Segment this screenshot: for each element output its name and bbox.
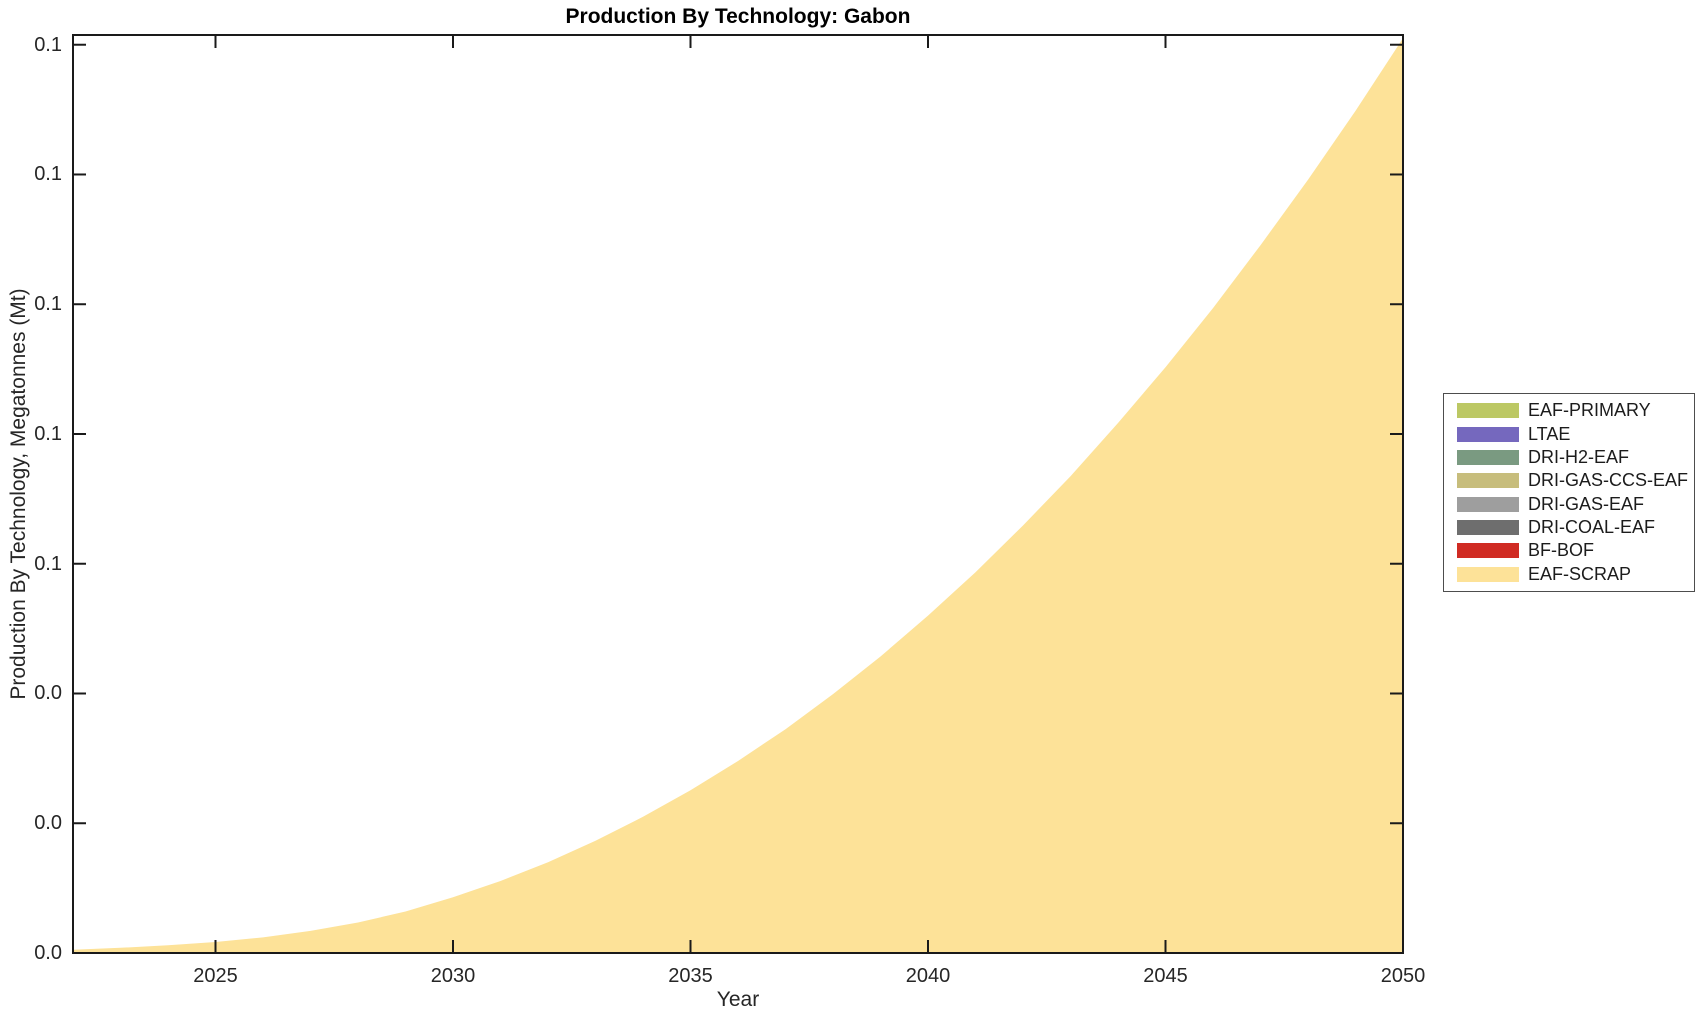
x-axis-label: Year	[716, 988, 760, 1011]
legend-label: LTAE	[1528, 423, 1571, 444]
legend-swatch-icon	[1457, 543, 1519, 559]
legend-label: EAF-PRIMARY	[1528, 400, 1651, 421]
legend-label: DRI-COAL-EAF	[1528, 517, 1656, 538]
legend-item-dri-h2-eaf: DRI-H2-EAF	[1457, 447, 1688, 468]
legend-swatch-icon	[1457, 566, 1519, 582]
legend-item-dri-gas-eaf: DRI-GAS-EAF	[1457, 494, 1688, 515]
y-axis-label: Production By Technology, Megatonnes (Mt…	[7, 288, 30, 700]
x-tick-label: 2025	[193, 965, 238, 987]
legend-item-eaf-primary: EAF-PRIMARY	[1457, 400, 1688, 421]
legend-swatch-icon	[1457, 449, 1519, 465]
y-tick-label: 0.1	[34, 552, 62, 575]
legend-item-ltae: LTAE	[1457, 424, 1688, 445]
x-tick-label: 2045	[1143, 965, 1188, 987]
legend-swatch-icon	[1457, 403, 1519, 419]
plot-border	[72, 34, 1404, 954]
legend-label: BF-BOF	[1528, 540, 1594, 561]
x-tick-label: 2035	[668, 965, 713, 987]
chart-title: Production By Technology: Gabon	[565, 5, 911, 28]
legend-label: EAF-SCRAP	[1528, 563, 1632, 584]
x-tick-label: 2050	[1380, 965, 1426, 987]
legend-label: DRI-H2-EAF	[1528, 446, 1630, 467]
legend-item-dri-coal-eaf: DRI-COAL-EAF	[1457, 517, 1688, 538]
legend-swatch-icon	[1457, 473, 1519, 489]
y-tick-label: 0.1	[34, 422, 62, 445]
y-tick-label: 0.0	[34, 812, 62, 835]
y-tick-label: 0.1	[34, 33, 62, 56]
legend-box: EAF-PRIMARY LTAE DRI-H2-EAF DRI-GAS-CCS-…	[1443, 393, 1695, 592]
y-tick-label: 0.1	[34, 293, 62, 316]
y-tick-label: 0.1	[34, 163, 62, 186]
legend-swatch-icon	[1457, 426, 1519, 442]
legend-item-dri-gas-ccs-eaf: DRI-GAS-CCS-EAF	[1457, 470, 1688, 491]
legend-label: DRI-GAS-CCS-EAF	[1528, 470, 1689, 491]
legend-swatch-icon	[1457, 520, 1519, 536]
legend-item-bf-bof: BF-BOF	[1457, 540, 1688, 561]
x-tick-label: 2040	[905, 965, 951, 987]
legend-label: DRI-GAS-EAF	[1528, 493, 1645, 514]
plot-area	[72, 34, 1404, 954]
x-tick-label: 2030	[430, 965, 476, 987]
legend-item-eaf-scrap: EAF-SCRAP	[1457, 564, 1688, 585]
area-eaf-scrap	[73, 38, 1403, 953]
y-tick-label: 0.0	[34, 682, 62, 705]
y-tick-label: 0.0	[34, 942, 62, 964]
legend-swatch-icon	[1457, 496, 1519, 512]
